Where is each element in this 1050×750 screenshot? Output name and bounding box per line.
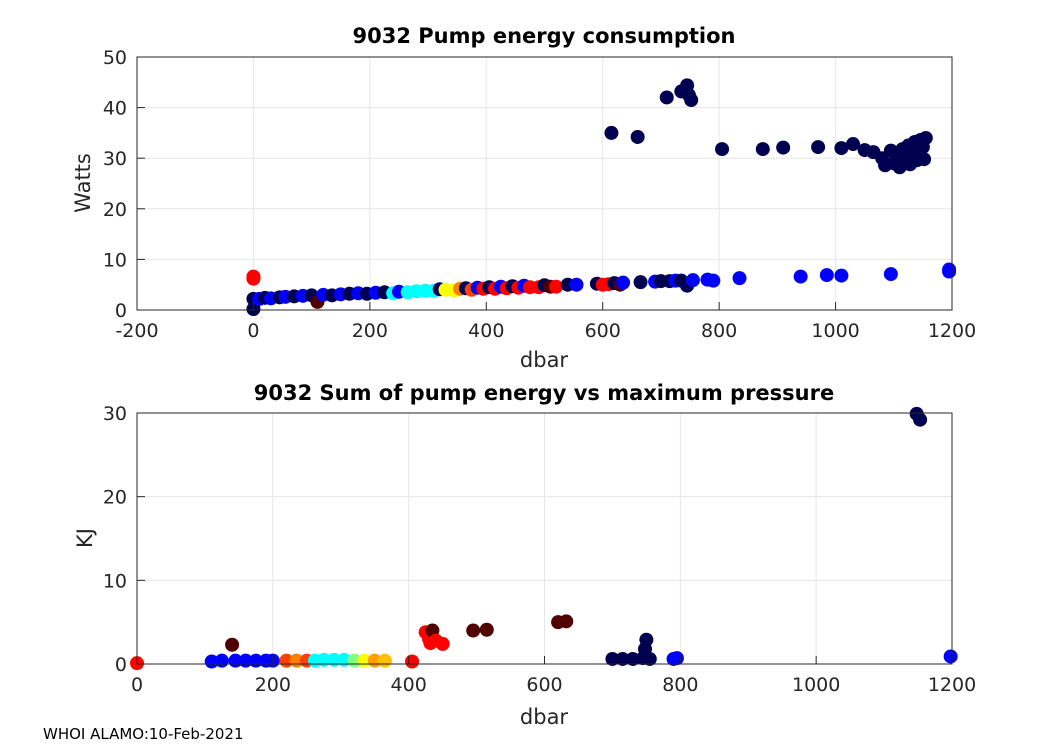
pump-energy-data-point — [834, 268, 849, 283]
energy-sum-ytick-label: 0 — [115, 654, 127, 676]
energy-sum-ytick-label: 20 — [103, 487, 127, 509]
energy-sum-data-point — [435, 636, 450, 651]
energy-sum-ytick-label: 30 — [103, 403, 127, 425]
energy-sum-xtick-label: 1200 — [928, 674, 976, 696]
pump-energy-data-point — [811, 140, 826, 155]
pump-energy-data-point — [846, 137, 861, 152]
energy-sum-data-point — [405, 654, 420, 669]
energy-sum-xlabel: dbar — [520, 705, 569, 729]
energy-sum-xtick-label: 600 — [526, 674, 562, 696]
pump-energy-data-point — [918, 130, 933, 145]
pump-energy-xtick-label: -200 — [115, 320, 158, 342]
energy-sum-ylabel: KJ — [73, 528, 97, 548]
energy-sum-data-point — [669, 651, 684, 666]
pump-energy-ytick-label: 0 — [115, 300, 127, 322]
pump-energy-ylabel: Watts — [71, 153, 95, 213]
energy-sum-data-point — [642, 651, 657, 666]
energy-sum-xtick-label: 1000 — [792, 674, 840, 696]
energy-sum-data-point — [225, 637, 240, 652]
pump-energy-data-point — [684, 93, 699, 108]
energy-sum-data-point — [316, 652, 331, 667]
pump-energy-xtick-label: 800 — [701, 320, 737, 342]
energy-sum-data-point — [559, 614, 574, 629]
pump-energy-data-point — [549, 279, 564, 294]
pump-energy-xtick-label: 400 — [468, 320, 504, 342]
pump-energy-points — [246, 78, 957, 316]
pump-energy-data-point — [630, 129, 645, 144]
pump-energy-xtick-label: 1000 — [811, 320, 859, 342]
energy-sum-data-point — [466, 623, 481, 638]
pump-energy-xtick-label: 1200 — [928, 320, 976, 342]
pump-energy-data-point — [732, 271, 747, 286]
pump-energy-ytick-label: 20 — [103, 199, 127, 221]
pump-energy-data-point — [834, 141, 849, 156]
energy-sum-chart: 0 200 400 600 800 1000 1200 0 10 20 30 9032 Sum of… — [73, 381, 976, 729]
energy-sum-ytick-label: 10 — [103, 570, 127, 592]
pump-energy-xlabel: dbar — [520, 348, 569, 372]
energy-sum-points — [130, 406, 958, 671]
pump-energy-data-point — [917, 152, 932, 167]
pump-energy-ytick-label: 40 — [103, 98, 127, 120]
energy-sum-data-point — [204, 654, 219, 669]
energy-sum-data-point — [337, 652, 352, 667]
energy-sum-data-point — [943, 649, 958, 664]
pump-energy-xtick-label: 0 — [247, 320, 259, 342]
pump-energy-xtick-label: 200 — [352, 320, 388, 342]
pump-energy-data-point — [793, 269, 808, 284]
pump-energy-data-point — [246, 271, 261, 286]
energy-sum-data-point — [326, 652, 341, 667]
pump-energy-axes-box — [136, 56, 953, 311]
energy-sum-data-point — [615, 651, 630, 666]
pump-energy-data-point — [883, 267, 898, 282]
energy-sum-data-point — [377, 653, 392, 668]
energy-sum-xtick-label: 400 — [391, 674, 427, 696]
pump-energy-title: 9032 Pump energy consumption — [353, 24, 736, 48]
pump-energy-data-point — [569, 277, 584, 292]
pump-energy-data-point — [706, 273, 721, 288]
pump-energy-ytick-label: 50 — [103, 47, 127, 69]
pump-energy-data-point — [659, 90, 674, 105]
pump-energy-data-point — [776, 140, 791, 155]
pump-energy-xtick-label: 600 — [585, 320, 621, 342]
pump-energy-data-point — [755, 142, 770, 157]
energy-sum-data-point — [913, 412, 928, 427]
energy-sum-data-point — [625, 651, 640, 666]
pump-energy-data-point — [685, 273, 700, 288]
energy-sum-xtick-label: 800 — [662, 674, 698, 696]
energy-sum-grid — [136, 412, 953, 665]
pump-energy-data-point — [715, 142, 730, 157]
pump-energy-ytick-label: 10 — [103, 249, 127, 271]
energy-sum-title: 9032 Sum of pump energy vs maximum press… — [254, 381, 834, 405]
pump-energy-ytick-label: 30 — [103, 148, 127, 170]
energy-sum-ticks: 0 200 400 600 800 1000 1200 0 10 20 30 — [103, 403, 976, 696]
pump-energy-data-point — [604, 125, 619, 140]
pump-energy-data-point — [942, 262, 957, 277]
pump-energy-data-point — [819, 268, 834, 283]
energy-sum-data-point — [214, 653, 229, 668]
energy-sum-xtick-label: 200 — [255, 674, 291, 696]
energy-sum-data-point — [479, 622, 494, 637]
energy-sum-xtick-label: 0 — [131, 674, 143, 696]
pump-energy-data-point — [633, 275, 648, 290]
energy-sum-data-point — [605, 651, 620, 666]
pump-energy-data-point — [616, 275, 631, 290]
footer-stamp: WHOI ALAMO:10-Feb-2021 — [43, 725, 244, 743]
